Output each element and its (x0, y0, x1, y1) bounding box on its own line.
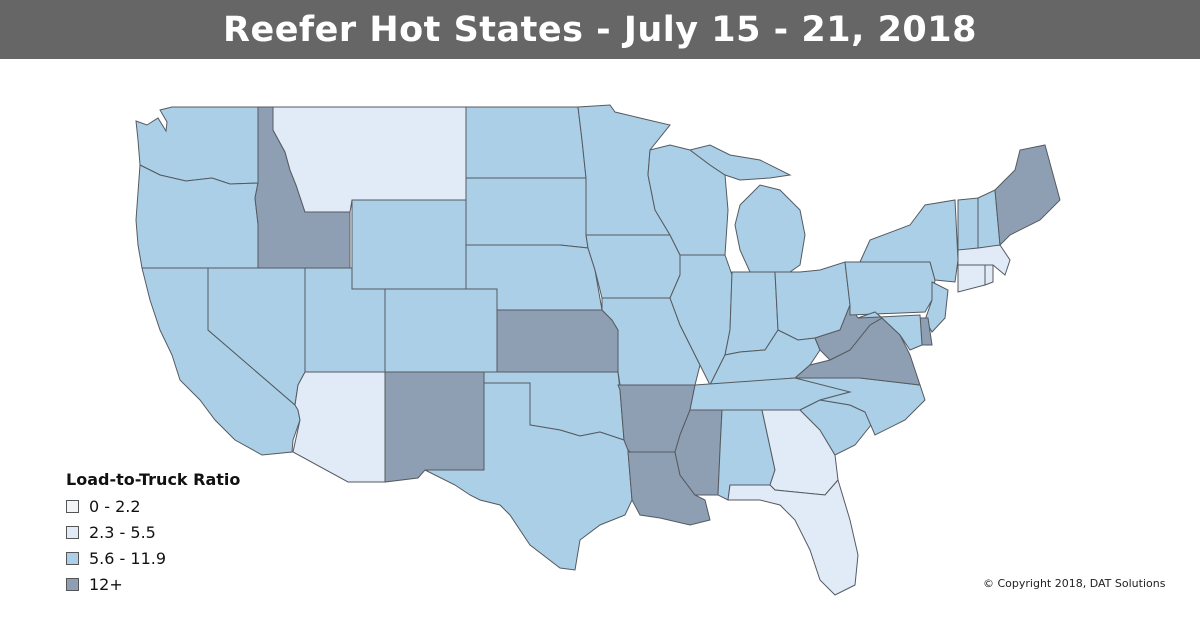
state-IA (585, 234, 681, 299)
state-SD (465, 177, 589, 249)
state-ND (465, 106, 587, 179)
map-area (0, 59, 1200, 628)
legend-label: 2.3 - 5.5 (89, 522, 156, 542)
state-TX (424, 382, 633, 571)
state-NM (384, 371, 485, 483)
legend-label: 12+ (89, 574, 123, 594)
legend-label: 0 - 2.2 (89, 496, 141, 516)
state-IL (669, 254, 733, 387)
legend-swatch (66, 577, 79, 591)
state-MI (734, 184, 806, 273)
copyright-text: © Copyright 2018, DAT Solutions (983, 577, 1166, 590)
state-OH (774, 261, 851, 341)
state-MT (272, 106, 467, 213)
state-FL (727, 478, 859, 596)
state-NJ (924, 281, 949, 333)
legend-title: Load-to-Truck Ratio (66, 470, 241, 489)
state-ME (994, 144, 1061, 247)
state-NY (859, 199, 959, 283)
legend-swatch (66, 551, 79, 565)
state-AZ (292, 371, 386, 483)
state-WY (351, 199, 467, 290)
state-KS (496, 309, 619, 373)
legend-item: 5.6 - 11.9 (66, 545, 240, 571)
state-PA (844, 261, 936, 316)
legend-label: 5.6 - 11.9 (89, 548, 167, 568)
state-VT (957, 197, 979, 251)
legend-item: 2.3 - 5.5 (66, 519, 240, 545)
state-RI (984, 264, 994, 286)
title-bar: Reefer Hot States - July 15 - 21, 2018 (0, 0, 1200, 59)
state-CO (384, 288, 498, 373)
state-MI-UP (688, 144, 792, 181)
legend-item: 12+ (66, 571, 240, 597)
legend-swatch (66, 525, 79, 539)
legend: Load-to-Truck Ratio 0 - 2.2 2.3 - 5.5 5.… (66, 470, 240, 597)
legend-item: 0 - 2.2 (66, 493, 240, 519)
state-MD (857, 311, 923, 351)
state-WI (647, 144, 729, 256)
legend-swatch (66, 499, 79, 513)
page-title: Reefer Hot States - July 15 - 21, 2018 (223, 9, 977, 50)
state-CT (957, 262, 986, 293)
us-map (135, 104, 1061, 596)
